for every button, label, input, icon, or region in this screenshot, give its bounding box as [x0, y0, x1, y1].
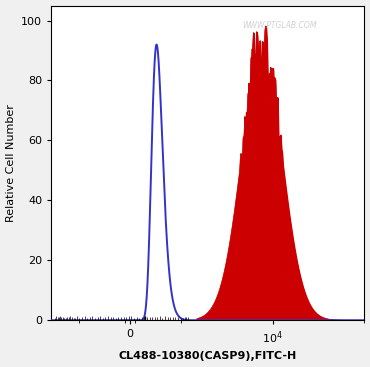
Text: WWW.PTGLAB.COM: WWW.PTGLAB.COM [243, 21, 317, 30]
Y-axis label: Relative Cell Number: Relative Cell Number [6, 104, 16, 222]
X-axis label: CL488-10380(CASP9),FITC-H: CL488-10380(CASP9),FITC-H [119, 352, 297, 361]
